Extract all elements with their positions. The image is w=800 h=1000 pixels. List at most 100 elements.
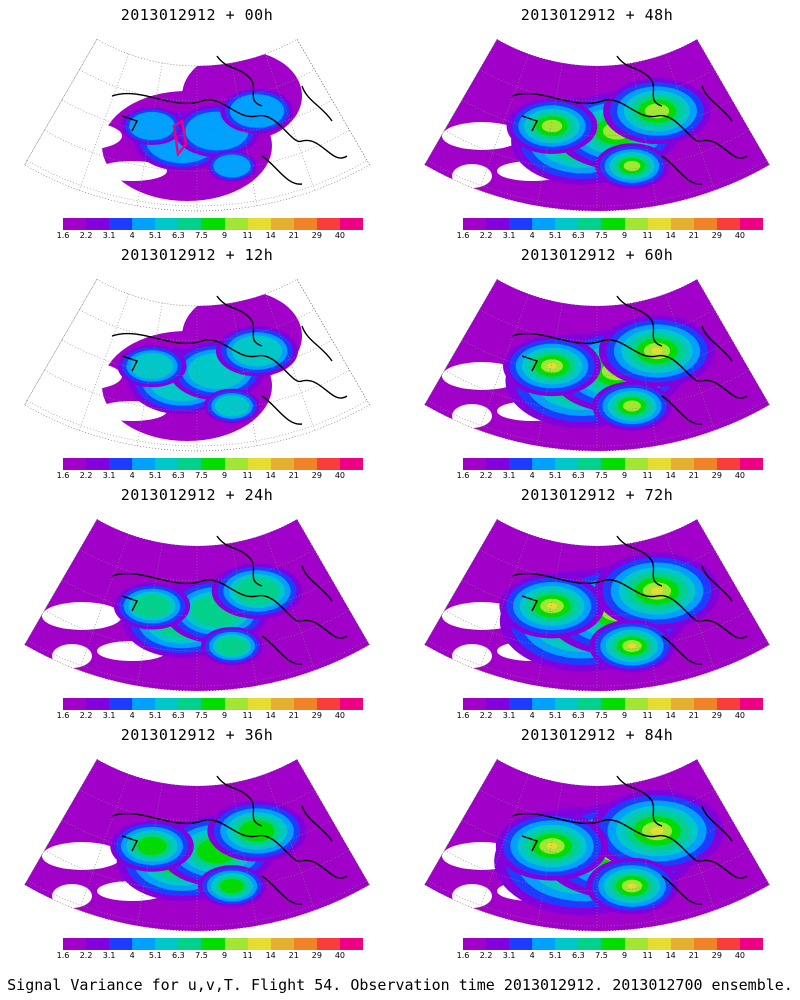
variance-field <box>424 759 770 932</box>
colorbar-swatch <box>601 218 625 230</box>
coastline <box>511 775 748 905</box>
colorbar-label: 21 <box>688 471 699 480</box>
colorbar-swatch <box>739 938 764 950</box>
colorbar-swatch <box>716 698 740 710</box>
colorbar-label: 9 <box>621 231 628 240</box>
colorbar-swatch <box>155 938 179 950</box>
colorbar-label: 9 <box>621 471 628 480</box>
map-panel: 2013012912 + 60h 1.6 2.2 3.1 4 5.1 6.3 7.5 9 11 14… <box>402 240 792 480</box>
panel-title: 2013012912 + 60h <box>520 246 674 264</box>
colorbar-swatch <box>463 698 487 710</box>
colorbar-label: 5.1 <box>148 951 162 960</box>
colorbar-label: 7.5 <box>595 711 608 720</box>
colorbar-label: 21 <box>688 231 699 240</box>
colorbar-label: 6.3 <box>572 711 585 720</box>
coastline <box>111 775 348 905</box>
map-outline <box>424 38 770 212</box>
colorbar-label: 11 <box>642 951 653 960</box>
colorbar-label: 3.1 <box>502 711 516 720</box>
colorbar-swatch <box>132 938 156 950</box>
colorbar-swatch <box>178 938 202 950</box>
coastline <box>111 55 348 185</box>
colorbar-swatch <box>132 698 156 710</box>
variance-map <box>24 758 370 932</box>
colorbar-label: 1.6 <box>56 231 70 240</box>
colorbar-swatch <box>201 698 225 710</box>
colorbar-label: 11 <box>642 711 653 720</box>
colorbar-swatch <box>247 458 271 470</box>
colorbar-swatch <box>270 698 294 710</box>
colorbar <box>463 938 764 950</box>
colorbar-label: 7.5 <box>595 471 608 480</box>
map-panel: 2013012912 + 48h 1.6 2.2 3.1 4 5.1 6.3 7.5 9 11 14… <box>402 0 792 240</box>
graticule <box>24 519 370 691</box>
colorbar-label: 2.2 <box>479 711 493 720</box>
colorbar-swatch <box>693 938 717 950</box>
colorbar-swatch <box>601 698 625 710</box>
colorbar-labels: 1.6 2.2 3.1 4 5.1 6.3 7.5 9 11 14 21 29 40 <box>57 951 363 961</box>
colorbar <box>463 458 764 470</box>
colorbar-swatch <box>109 458 133 470</box>
graticule <box>424 279 770 451</box>
colorbar-swatch <box>509 218 533 230</box>
colorbar-label: 6.3 <box>172 471 185 480</box>
colorbar-label: 14 <box>665 711 676 720</box>
colorbar-label: 6.3 <box>172 711 185 720</box>
colorbar-swatch <box>270 218 294 230</box>
colorbar-label: 21 <box>688 951 699 960</box>
colorbar-labels: 1.6 2.2 3.1 4 5.1 6.3 7.5 9 11 14 21 29 40 <box>57 711 363 721</box>
colorbar-label: 2.2 <box>79 471 93 480</box>
panel-title: 2013012912 + 84h <box>520 726 674 744</box>
colorbar-label: 1.6 <box>56 951 70 960</box>
coastline <box>511 535 748 665</box>
colorbar-swatch <box>624 698 648 710</box>
colorbar-labels: 1.6 2.2 3.1 4 5.1 6.3 7.5 9 11 14 21 29 40 <box>57 471 363 481</box>
colorbar-swatch <box>178 218 202 230</box>
colorbar-label: 5.1 <box>548 951 562 960</box>
colorbar-swatch <box>316 218 340 230</box>
variance-map <box>424 278 770 452</box>
colorbar-label: 4 <box>529 951 535 960</box>
panel-title: 2013012912 + 24h <box>120 486 274 504</box>
colorbar-label: 40 <box>734 951 746 960</box>
colorbar-label: 11 <box>242 471 253 480</box>
colorbar-label: 1.6 <box>456 471 470 480</box>
variance-map <box>424 758 770 932</box>
colorbar-swatch <box>578 218 602 230</box>
colorbar-label: 9 <box>621 951 628 960</box>
colorbar-label: 4 <box>129 711 135 720</box>
colorbar <box>63 938 364 950</box>
colorbar-swatch <box>601 458 625 470</box>
map-panel: 2013012912 + 24h 1.6 2.2 3.1 4 5.1 6.3 7.5 9 11 14… <box>2 480 392 720</box>
colorbar-swatch <box>247 938 271 950</box>
colorbar-swatch <box>693 698 717 710</box>
colorbar-swatch <box>293 458 317 470</box>
colorbar-swatch <box>155 218 179 230</box>
colorbar-label: 14 <box>665 951 676 960</box>
colorbar-swatch <box>647 458 671 470</box>
colorbar-swatch <box>532 698 556 710</box>
panel-title: 2013012912 + 12h <box>120 246 274 264</box>
colorbar <box>63 458 364 470</box>
colorbar-labels: 1.6 2.2 3.1 4 5.1 6.3 7.5 9 11 14 21 29 40 <box>457 711 763 721</box>
colorbar-swatch <box>270 458 294 470</box>
colorbar-label: 3.1 <box>102 471 116 480</box>
colorbar-label: 11 <box>642 471 653 480</box>
colorbar-label: 3.1 <box>102 711 116 720</box>
colorbar-swatch <box>109 218 133 230</box>
colorbar-label: 29 <box>711 231 722 240</box>
colorbar-swatch <box>624 458 648 470</box>
colorbar-swatch <box>532 458 556 470</box>
coastline <box>111 295 348 425</box>
colorbar-label: 11 <box>642 231 653 240</box>
colorbar-swatch <box>224 938 248 950</box>
colorbar-label: 40 <box>734 231 746 240</box>
colorbar-label: 4 <box>129 951 135 960</box>
colorbar-swatch <box>339 458 364 470</box>
colorbar-label: 2.2 <box>479 471 493 480</box>
colorbar-swatch <box>716 218 740 230</box>
colorbar-label: 11 <box>242 231 253 240</box>
colorbar-swatch <box>486 218 510 230</box>
colorbar-swatch <box>509 938 533 950</box>
colorbar-swatch <box>247 698 271 710</box>
